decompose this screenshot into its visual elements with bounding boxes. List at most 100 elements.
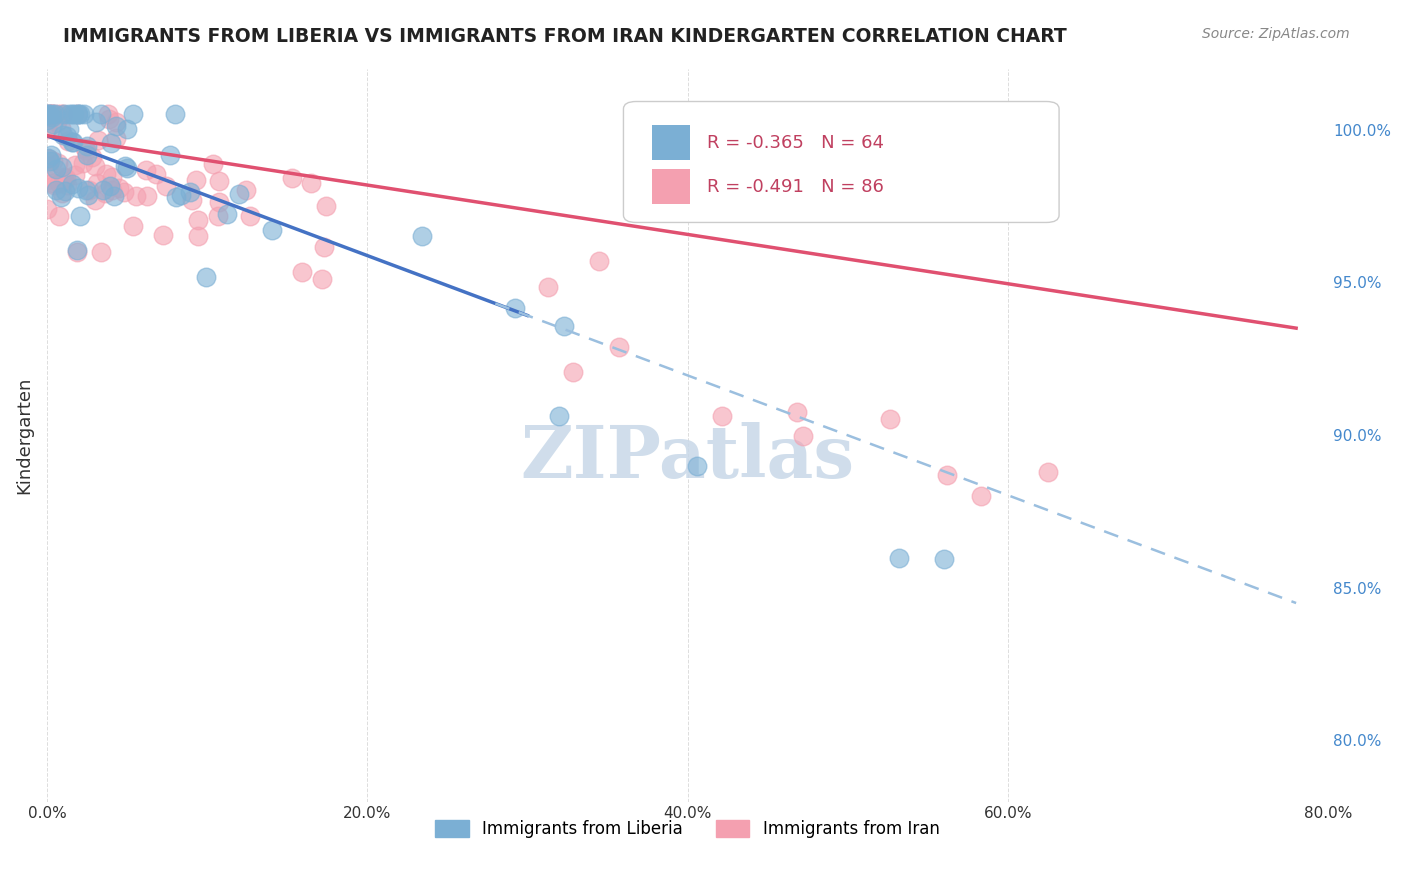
Point — [121, 107, 143, 121]
Point — [94, 167, 117, 181]
Point — [184, 173, 207, 187]
Point — [52, 107, 75, 121]
Point — [686, 459, 709, 474]
Point — [41, 110, 63, 124]
Point — [607, 340, 630, 354]
Point — [588, 253, 610, 268]
Point — [228, 187, 250, 202]
Point — [207, 209, 229, 223]
Point — [315, 199, 337, 213]
Point — [710, 409, 733, 423]
Point — [114, 159, 136, 173]
Point — [786, 405, 808, 419]
Point — [235, 183, 257, 197]
Point — [60, 107, 83, 121]
Point — [35, 107, 58, 121]
Point — [45, 183, 67, 197]
Point — [97, 112, 120, 126]
Point — [104, 119, 127, 133]
Point — [42, 107, 65, 121]
Point — [112, 185, 135, 199]
Point — [201, 156, 224, 170]
Point — [41, 107, 63, 121]
Point — [38, 107, 60, 121]
Point — [135, 162, 157, 177]
Point — [37, 112, 59, 127]
Text: IMMIGRANTS FROM LIBERIA VS IMMIGRANTS FROM IRAN KINDERGARTEN CORRELATION CHART: IMMIGRANTS FROM LIBERIA VS IMMIGRANTS FR… — [63, 27, 1067, 45]
Point — [58, 121, 80, 136]
Point — [41, 148, 63, 162]
Point — [115, 161, 138, 176]
Point — [553, 318, 575, 333]
Point — [51, 107, 73, 121]
Point — [53, 184, 76, 198]
Point — [65, 244, 87, 259]
Point — [52, 170, 75, 185]
Point — [46, 156, 69, 170]
Point — [67, 107, 90, 121]
Point — [262, 223, 284, 237]
Text: Source: ZipAtlas.com: Source: ZipAtlas.com — [1202, 27, 1350, 41]
Point — [60, 177, 83, 191]
Point — [90, 245, 112, 260]
Point — [155, 178, 177, 193]
Point — [62, 136, 84, 150]
Point — [932, 552, 955, 566]
Point — [100, 136, 122, 150]
Point — [165, 189, 187, 203]
Point — [281, 171, 304, 186]
Point — [970, 489, 993, 503]
Point — [56, 128, 79, 143]
Point — [63, 107, 86, 121]
Point — [37, 202, 59, 216]
Point — [84, 160, 107, 174]
Point — [163, 107, 186, 121]
Point — [98, 178, 121, 193]
Point — [411, 229, 433, 244]
Point — [215, 207, 238, 221]
Point — [48, 176, 70, 190]
Point — [86, 176, 108, 190]
Point — [51, 160, 73, 174]
Point — [86, 133, 108, 147]
Point — [503, 301, 526, 315]
Point — [170, 188, 193, 202]
Point — [45, 107, 67, 121]
Point — [60, 136, 83, 150]
Point — [72, 155, 94, 169]
Point — [104, 115, 127, 129]
Point — [103, 189, 125, 203]
Point — [291, 264, 314, 278]
Point — [42, 178, 65, 192]
Bar — [651, 169, 690, 204]
Point — [152, 227, 174, 242]
Point — [76, 147, 98, 161]
Point — [181, 193, 204, 207]
Point — [84, 115, 107, 129]
Point — [53, 174, 76, 188]
Point — [41, 107, 63, 121]
Point — [37, 173, 59, 187]
Point — [239, 209, 262, 223]
Point — [45, 161, 67, 176]
Point — [69, 107, 91, 121]
Point — [115, 121, 138, 136]
Point — [56, 178, 79, 192]
Point — [187, 229, 209, 244]
Point — [208, 194, 231, 209]
Point — [51, 186, 73, 200]
Point — [97, 107, 120, 121]
Point — [37, 107, 59, 121]
Point — [38, 154, 60, 169]
Text: R = -0.365   N = 64: R = -0.365 N = 64 — [707, 135, 884, 153]
Point — [311, 272, 333, 286]
Point — [299, 176, 322, 190]
Point — [44, 107, 66, 121]
Point — [83, 193, 105, 207]
Point — [208, 174, 231, 188]
Point — [935, 468, 957, 483]
FancyBboxPatch shape — [623, 102, 1059, 222]
Point — [58, 107, 80, 121]
Point — [76, 187, 98, 202]
Point — [537, 280, 560, 294]
